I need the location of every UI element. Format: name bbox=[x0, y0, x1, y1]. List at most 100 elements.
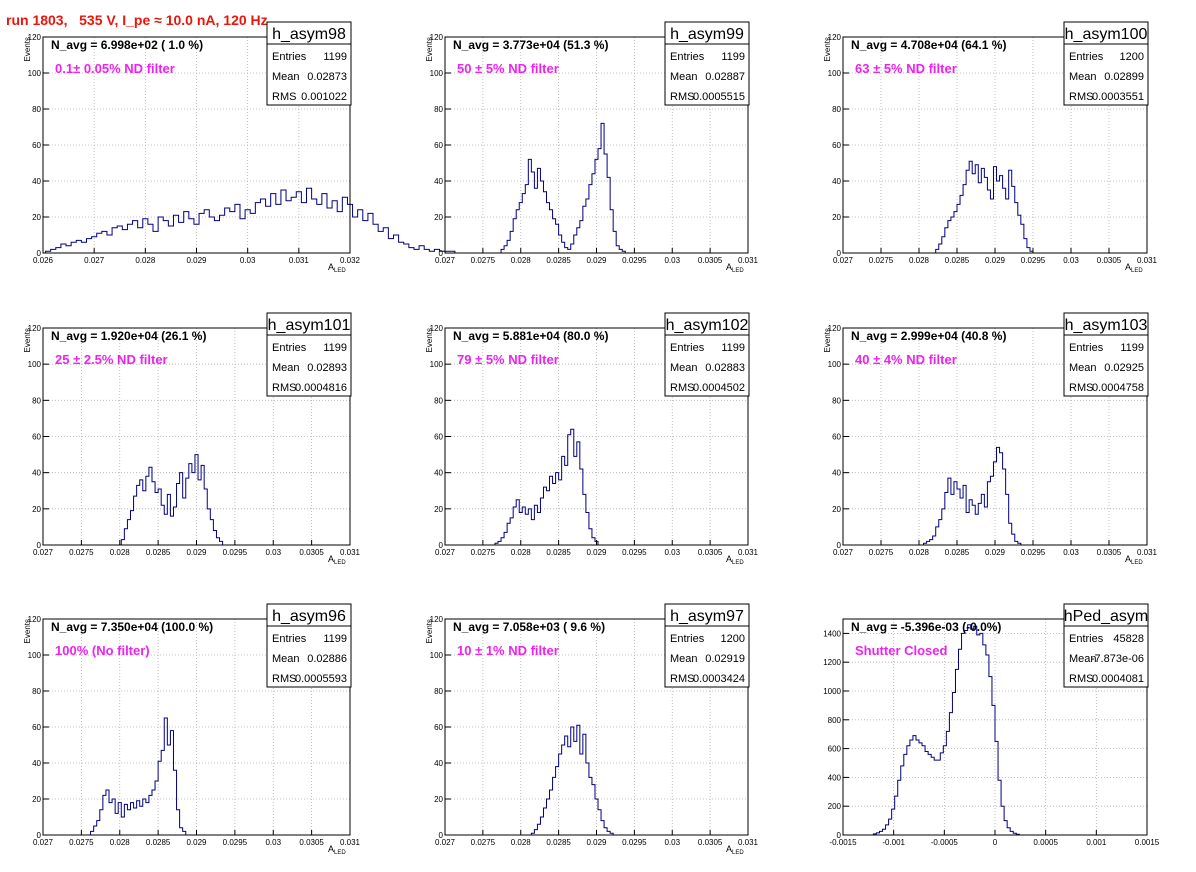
y-tick-label: 100 bbox=[28, 360, 42, 369]
x-tick-label: -0.0005 bbox=[931, 838, 959, 847]
y-tick-label: 800 bbox=[828, 716, 842, 725]
y-tick-label: 100 bbox=[28, 69, 42, 78]
x-tick-label: 0.0275 bbox=[69, 548, 94, 557]
x-tick-label: 0.0295 bbox=[1021, 256, 1046, 265]
x-tick-label: 0.028 bbox=[511, 548, 532, 557]
stats-box bbox=[266, 43, 352, 106]
y-tick-label: 100 bbox=[828, 69, 842, 78]
stats-box bbox=[664, 625, 750, 688]
stats-value: 0.0003424 bbox=[693, 673, 745, 685]
x-tick-label: 0.027 bbox=[435, 256, 456, 265]
y-tick-label: 40 bbox=[434, 177, 443, 186]
stats-value: 1199 bbox=[1120, 342, 1144, 354]
y-tick-label: 60 bbox=[434, 723, 443, 732]
y-axis-label: Events bbox=[425, 619, 434, 643]
y-tick-label: 80 bbox=[434, 687, 443, 696]
y-axis-label: Events bbox=[425, 37, 434, 61]
y-tick-label: 40 bbox=[434, 469, 443, 478]
stats-value: 0.02887 bbox=[705, 71, 745, 83]
y-tick-label: 80 bbox=[434, 105, 443, 114]
x-tick-label: 0.031 bbox=[289, 256, 310, 265]
y-axis-label: Events bbox=[823, 37, 832, 61]
stats-label: Entries bbox=[272, 51, 307, 63]
stats-label: Entries bbox=[1069, 342, 1104, 354]
x-tick-label: 0.03 bbox=[265, 548, 281, 557]
filter-annotation: Shutter Closed bbox=[855, 643, 948, 658]
x-tick-label: 0.0275 bbox=[869, 548, 894, 557]
x-tick-label: 0.0005 bbox=[1033, 838, 1058, 847]
histogram-name: h_asym98 bbox=[272, 26, 346, 43]
y-tick-label: 120 bbox=[828, 324, 842, 333]
x-tick-label: 0.027 bbox=[833, 548, 854, 557]
x-tick-label: 0.028 bbox=[511, 838, 532, 847]
histogram-series bbox=[120, 454, 224, 545]
stats-value: 1199 bbox=[721, 342, 745, 354]
x-axis-label: ALED bbox=[1125, 262, 1143, 274]
x-axis-label: ALED bbox=[328, 844, 346, 856]
x-tick-label: 0.0305 bbox=[698, 838, 723, 847]
histogram-panel-h_asym102: 0.027 0.0275 0.028 0.0285 0.029 0.0295 0.03 0.0… bbox=[425, 312, 759, 566]
x-tick-label: 0.029 bbox=[985, 548, 1006, 557]
x-tick-label: 0.03 bbox=[1063, 256, 1079, 265]
x-tick-label: 0.0295 bbox=[622, 256, 647, 265]
stats-label: RMS bbox=[670, 673, 694, 685]
y-tick-label: 0 bbox=[439, 831, 444, 840]
y-tick-label: 20 bbox=[434, 213, 443, 222]
x-tick-label: 0.029 bbox=[586, 838, 607, 847]
stats-value: 0.0004081 bbox=[1092, 673, 1144, 685]
navg-label: N_avg = 3.773e+04 (51.3 %) bbox=[453, 38, 608, 52]
x-tick-label: 0.0285 bbox=[146, 838, 171, 847]
stats-label: Mean bbox=[272, 653, 300, 665]
x-tick-label: 0.0295 bbox=[223, 548, 248, 557]
navg-label: N_avg = 6.998e+02 ( 1.0 %) bbox=[51, 38, 203, 52]
y-tick-label: 0 bbox=[37, 249, 42, 258]
navg-label: N_avg = 5.881e+04 (80.0 %) bbox=[453, 329, 608, 343]
stats-label: RMS bbox=[1069, 382, 1093, 394]
stats-value: 0.001022 bbox=[301, 91, 347, 103]
navg-label: N_avg = 7.350e+04 (100.0 %) bbox=[51, 620, 213, 634]
y-axis-label: Events bbox=[23, 328, 32, 352]
x-tick-label: 0.0285 bbox=[546, 838, 571, 847]
y-tick-label: 0 bbox=[439, 249, 444, 258]
x-tick-label: 0.027 bbox=[833, 256, 854, 265]
y-axis-label: Events bbox=[23, 619, 32, 643]
x-tick-label: 0.0275 bbox=[869, 256, 894, 265]
y-tick-label: 20 bbox=[832, 505, 841, 514]
x-tick-label: 0.028 bbox=[110, 838, 131, 847]
x-tick-label: 0.027 bbox=[33, 838, 54, 847]
y-tick-label: 60 bbox=[434, 141, 443, 150]
histogram-series bbox=[872, 624, 1020, 835]
stats-value: 1199 bbox=[323, 633, 347, 645]
stats-label: RMS bbox=[670, 91, 694, 103]
y-tick-label: 60 bbox=[434, 433, 443, 442]
y-tick-label: 80 bbox=[32, 687, 41, 696]
stats-value: 0.02899 bbox=[1104, 71, 1144, 83]
stats-label: RMS bbox=[272, 673, 296, 685]
filter-annotation: 25 ± 2.5% ND filter bbox=[55, 352, 168, 367]
stats-box bbox=[664, 43, 750, 106]
x-axis-label: ALED bbox=[726, 554, 744, 566]
x-tick-label: 0 bbox=[993, 838, 998, 847]
stats-label: Entries bbox=[670, 342, 705, 354]
stats-value: 0.0003551 bbox=[1092, 91, 1144, 103]
y-tick-label: 20 bbox=[32, 505, 41, 514]
histogram-series bbox=[494, 428, 599, 545]
y-tick-label: 0 bbox=[37, 831, 42, 840]
stats-box bbox=[1063, 43, 1149, 106]
stats-value: 45828 bbox=[1113, 633, 1144, 645]
page-title: run 1803, 535 V, I_pe ≈ 10.0 nA, 120 Hz bbox=[6, 12, 268, 28]
y-tick-label: 80 bbox=[832, 396, 841, 405]
y-tick-label: 100 bbox=[430, 651, 444, 660]
y-tick-label: 80 bbox=[832, 105, 841, 114]
y-tick-label: 40 bbox=[32, 759, 41, 768]
y-tick-label: 20 bbox=[32, 795, 41, 804]
y-tick-label: 60 bbox=[832, 433, 841, 442]
y-tick-label: 0 bbox=[837, 831, 842, 840]
x-tick-label: 0.03 bbox=[1063, 548, 1079, 557]
histogram-series bbox=[45, 187, 456, 253]
x-axis-label: ALED bbox=[328, 554, 346, 566]
stats-label: RMS bbox=[670, 382, 694, 394]
x-tick-label: 0.03 bbox=[240, 256, 256, 265]
stats-value: -7.873e-06 bbox=[1091, 653, 1144, 665]
y-tick-label: 120 bbox=[430, 324, 444, 333]
